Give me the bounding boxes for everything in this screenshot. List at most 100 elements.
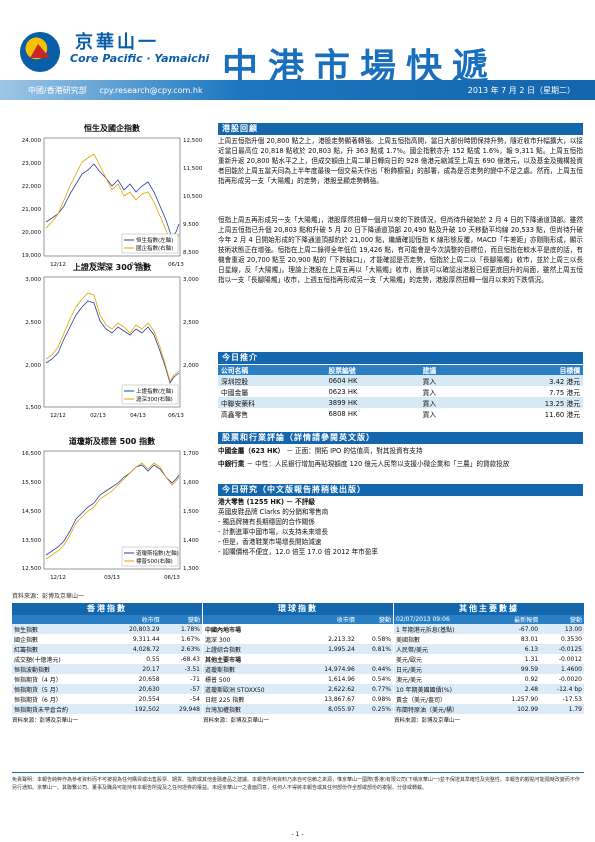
axis-tick: 04/13 (130, 262, 146, 268)
axis-tick: 14,500 (22, 509, 42, 515)
table-row: 恒指期貨（4 月） 20,658 -71 (14, 675, 200, 684)
column-header: 目標價 (472, 365, 583, 375)
table-category-row: 中國內地市場 (203, 624, 393, 634)
comment-text: － 正面：開拓 IPO 的估值高，對其投資有支持 (286, 447, 423, 455)
axis-tick: 16,500 (22, 451, 42, 457)
legend: 上證指數(左軸) 滬深300(右軸) (121, 384, 179, 405)
axis-tick: 1,700 (183, 451, 199, 457)
axis-tick: 1,600 (183, 480, 199, 486)
table-row: 標普 500 1,614.96 0.54% (205, 675, 391, 684)
stock-comment-1: 中國金屬（623 HK） － 正面：開拓 IPO 的估值高，對其投資有支持 (218, 446, 583, 456)
review-paragraph-1: 上周五恒指升個 20,800 點之上，港股走勢顯著轉強。上周五恒指高開，當日大部… (218, 137, 583, 185)
axis-tick: 06/13 (168, 262, 184, 268)
legend: 恒生指數(左軸) 國企指數(右軸) (121, 233, 179, 254)
column-header: 股票編號 (325, 365, 420, 375)
x-axis-labels: 12/12 03/13 06/13 (50, 575, 180, 581)
section-market-review: 港股回顧 (218, 123, 583, 135)
comment-company: 中國金屬（623 HK） (218, 447, 285, 455)
email-link[interactable]: cpy.research@cpy.com.hk (99, 86, 203, 95)
table-row: 恒指期貨（6 月） 20,554 -54 (14, 695, 200, 704)
axis-tick: 2,000 (183, 363, 199, 369)
axis-tick: 2,500 (183, 320, 199, 326)
chart-plot: 3,000 2,500 2,000 1,500 3,000 2,500 2,00… (25, 276, 199, 419)
chart-title: 道瓊斯及標普 500 指數 (68, 437, 156, 446)
table-row: 滬深 300 2,213.32 0.58% (205, 635, 391, 644)
table-row: 美元/歐元 1.31 -0.0012 (396, 655, 582, 664)
axis-tick: 10,500 (183, 194, 203, 200)
chart-plot: 24,000 23,000 22,000 21,000 20,000 19,00… (22, 137, 203, 268)
shanghai-line (45, 300, 180, 384)
company-logo-icon (20, 32, 60, 72)
table-source: 資料來源：彭博及京華山一 (12, 718, 79, 724)
research-bullet: - 計劃進軍中國市場，以支持未來增長 (218, 528, 328, 536)
left-axis-labels: 16,500 15,500 14,500 13,500 12,500 (22, 451, 42, 572)
axis-tick: 2,500 (25, 320, 41, 326)
right-axis-labels: 1,700 1,600 1,500 1,400 1,300 (183, 451, 199, 572)
right-axis-labels: 12,500 11,500 10,500 9,500 8,500 (183, 138, 203, 256)
axis-tick: 20,000 (22, 230, 42, 236)
research-subtitle: 英國皮鞋品牌 Clarks 的分銷和零售商 (218, 508, 329, 516)
axis-tick: 11,500 (183, 166, 203, 172)
header-band (0, 80, 595, 100)
table-category-row: 其他主要市場 (203, 654, 393, 664)
chart-title: 恒生及國企指數 (84, 124, 140, 133)
other-data-table: 其他主要數據 02/07/2013 09:06 最新報價 變動 1 年期港元拆息(基… (394, 603, 584, 724)
research-bullet: - 但是，香港鞋業市場增長開始減速 (218, 538, 322, 546)
axis-tick: 12,500 (22, 566, 42, 572)
chart-source-note: 資料來源：彭博及京華山一 (12, 593, 85, 600)
table-row: 澳元/美元 0.92 -0.0020 (396, 675, 582, 684)
global-index-table: 環球指數 收市價 變動 中國內地市場 滬深 300 2,213.32 0.58% 上證… (203, 603, 393, 724)
axis-tick: 12/12 (50, 262, 66, 268)
x-axis-labels: 12/12 02/13 04/13 06/13 (50, 262, 184, 268)
legend-label: 國企指數(右軸) (136, 244, 173, 252)
table-row: 中聯安藥科 3899 HK 買入 13.25 港元 (218, 397, 583, 408)
chart-plot: 16,500 15,500 14,500 13,500 12,500 1,700… (22, 450, 199, 581)
legend-label: 滬深300(右軸) (136, 395, 173, 403)
column-header: 建議 (419, 365, 473, 375)
page-number: - 1 - (291, 831, 304, 838)
table-row: 國企指數 9,311.44 1.67% (14, 635, 200, 644)
table-row: 10 年期美國國債(%) 2.48 -12.4 bp (394, 684, 584, 694)
left-axis-labels: 24,000 23,000 22,000 21,000 20,000 19,00… (22, 138, 42, 259)
table-row: 恒指期貨（5 月） 20,630 -57 (12, 684, 202, 694)
table-row: 上證綜合指數 1,995.24 0.81% (203, 644, 393, 654)
chart-title: 上證及深深 300 指數 (72, 263, 152, 272)
table-source: 資料來源：彭博及京華山一 (203, 718, 270, 724)
axis-tick: 03/13 (104, 575, 120, 581)
table-row: 成交額(十億港元) 0.55 -68.43 (14, 655, 200, 664)
axis-tick: 04/13 (130, 413, 146, 419)
table-row: 恒生指數 20,803.29 1.78% (12, 624, 202, 634)
table-row: 道瓊斯歐洲 STOXX50 2,622.62 0.77% (203, 684, 393, 694)
axis-tick: 1,500 (183, 509, 199, 515)
table-row: 恒指期貨未平倉合約 192,502 29,948 (12, 704, 202, 714)
table-row: 人民幣/美元 6.13 -0.0125 (394, 644, 584, 654)
table-header-row: 公司名稱 股票編號 建議 目標價 (218, 365, 583, 375)
page-header: 京華山一 Core Pacific · Yamaichi 中港市場快遞 中國/香… (0, 0, 595, 112)
research-bullet: - 獨品牌擁有長期穩固的合作關係 (218, 518, 315, 526)
axis-tick: 24,000 (22, 138, 42, 144)
table-row: 1 年期港元拆息(基點) -67.00 13.00 (394, 624, 584, 634)
axis-tick: 2,000 (25, 363, 41, 369)
table-row: 恒指波動指數 20.17 -3.51 (12, 664, 202, 674)
section-stock-comments: 股票和行業評論（詳情請參閱英文版） (218, 432, 583, 444)
table-row: 台灣加權指數 8,055.97 0.25% (203, 704, 393, 714)
column-header: 公司名稱 (218, 365, 326, 375)
table-row: 紅籌指數 4,028.72 2.63% (12, 644, 202, 654)
axis-tick: 1,300 (183, 566, 199, 572)
research-bullet: - 認購價格不便宜，12.0 倍至 17.0 倍 2012 年市盈率 (218, 548, 379, 556)
axis-tick: 1,500 (25, 405, 41, 411)
axis-tick: 06/13 (168, 413, 184, 419)
left-axis-labels: 3,000 2,500 2,000 1,500 (25, 277, 41, 411)
axis-tick: 15,500 (22, 480, 42, 486)
legend-label: 道瓊斯指數(左軸) (136, 549, 179, 557)
axis-tick: 19,000 (22, 253, 42, 259)
csi300-line (45, 292, 180, 382)
report-date: 2013 年 7 月 2 日（星期二） (467, 86, 575, 95)
legend-label: 上證指數(左軸) (136, 387, 173, 395)
table-row: 深圳控股 0604 HK 買入 3.42 港元 (218, 375, 583, 386)
axis-tick: 1,400 (183, 538, 199, 544)
table-row: 日元/美元 99.59 1.4600 (394, 664, 584, 674)
legend-label: 標普500(右軸) (136, 557, 173, 565)
research-body: 港大零售 (1255 HK) － 不評級 英國皮鞋品牌 Clarks 的分銷和零… (218, 497, 583, 557)
axis-tick: 21,000 (22, 207, 42, 213)
